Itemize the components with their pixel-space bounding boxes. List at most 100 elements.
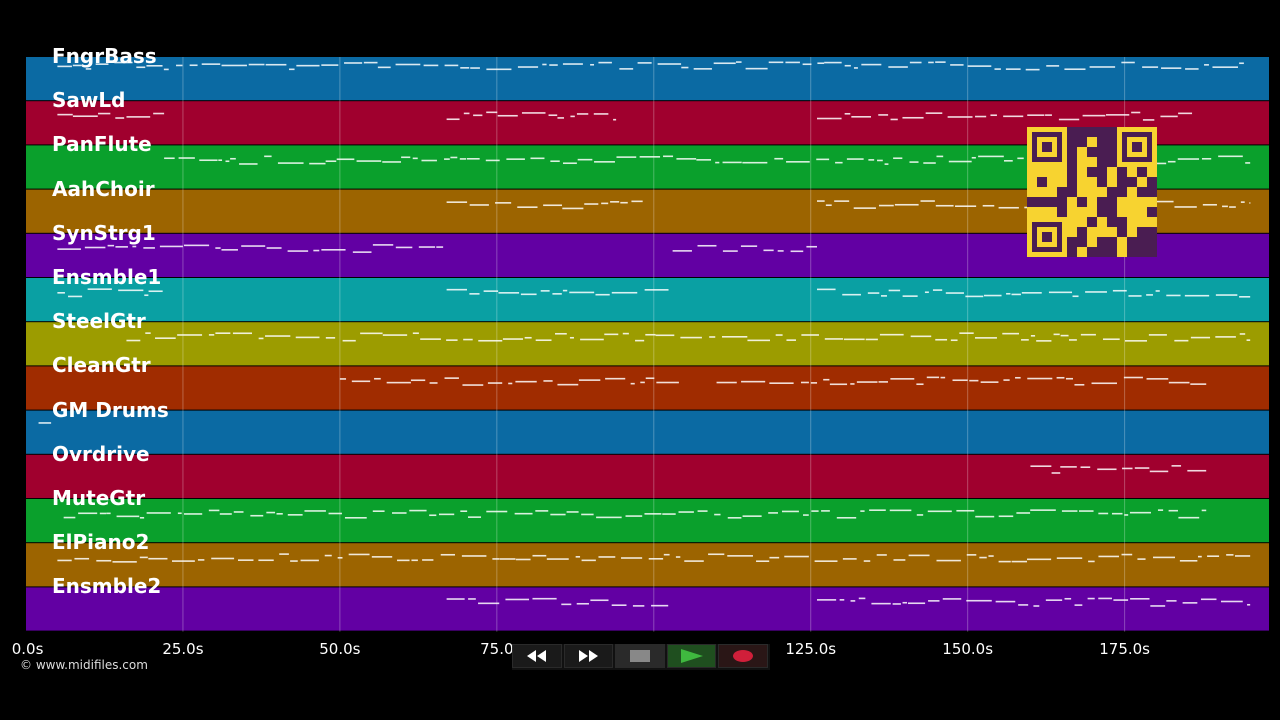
note [1098, 512, 1109, 515]
note [535, 510, 549, 512]
note [936, 155, 944, 158]
note [372, 244, 394, 246]
note [337, 556, 343, 559]
qr-code [1027, 127, 1157, 257]
note [735, 61, 742, 63]
note [264, 155, 272, 158]
note [325, 160, 337, 163]
note [613, 118, 617, 121]
note [584, 203, 599, 205]
note [803, 514, 809, 516]
note [1016, 512, 1031, 514]
note [258, 337, 264, 340]
note [462, 384, 484, 386]
note [497, 114, 518, 117]
note [115, 117, 125, 119]
note [1247, 603, 1251, 606]
note [1130, 598, 1150, 600]
note [562, 289, 568, 292]
note [126, 339, 141, 342]
note [821, 510, 830, 512]
note [1229, 206, 1236, 208]
note [910, 335, 932, 338]
note [969, 379, 979, 382]
note [630, 382, 635, 385]
note [785, 61, 800, 64]
stop-button[interactable] [615, 644, 665, 668]
note [1239, 296, 1251, 298]
note [1246, 339, 1251, 341]
note [975, 515, 995, 518]
note [851, 116, 871, 118]
note [1167, 160, 1176, 163]
note [867, 292, 880, 294]
note [517, 66, 539, 68]
note [1030, 335, 1036, 337]
note [747, 339, 771, 342]
note [304, 510, 326, 512]
note [879, 333, 904, 336]
note [515, 558, 531, 561]
note [1121, 61, 1135, 64]
note [309, 162, 326, 165]
note [1190, 336, 1211, 339]
note [548, 114, 558, 117]
note [324, 554, 332, 557]
note [197, 559, 205, 561]
note [1002, 332, 1019, 335]
note [215, 332, 231, 334]
rewind-button[interactable] [512, 644, 562, 668]
note [468, 516, 482, 518]
note [842, 293, 861, 296]
note [576, 113, 589, 115]
note [936, 559, 961, 562]
note [763, 249, 774, 252]
note [1048, 291, 1073, 294]
track-lane [26, 454, 1269, 498]
note [884, 163, 889, 165]
note [143, 247, 155, 249]
note [839, 599, 845, 601]
note [139, 516, 145, 519]
note [1089, 66, 1116, 68]
note [784, 555, 809, 558]
track-label: SynStrg1 [52, 220, 156, 245]
note [146, 64, 163, 67]
note [756, 560, 770, 563]
note [459, 158, 467, 160]
note [95, 63, 109, 65]
note [834, 200, 850, 202]
note [374, 377, 381, 380]
note [276, 513, 283, 515]
fast-forward-button[interactable] [563, 644, 614, 668]
note [517, 206, 538, 208]
note [907, 602, 926, 605]
note [1045, 599, 1063, 601]
note [920, 200, 935, 202]
note [1155, 290, 1160, 292]
note [446, 339, 458, 341]
note [1220, 600, 1243, 603]
note [924, 291, 929, 294]
note [975, 115, 987, 118]
note [908, 554, 930, 557]
note [444, 64, 459, 67]
note [942, 598, 962, 600]
note [982, 204, 995, 207]
play-button[interactable] [666, 644, 717, 668]
note [935, 204, 954, 207]
note [1201, 157, 1212, 160]
note [927, 510, 952, 513]
note [550, 513, 566, 516]
note [543, 204, 562, 207]
note [595, 293, 610, 296]
record-button[interactable] [718, 644, 768, 668]
note [164, 157, 175, 160]
note [344, 516, 367, 519]
note [1202, 203, 1217, 206]
note [1074, 383, 1085, 386]
note [662, 513, 676, 515]
note [878, 204, 894, 207]
note [460, 510, 468, 513]
note [1150, 605, 1166, 607]
